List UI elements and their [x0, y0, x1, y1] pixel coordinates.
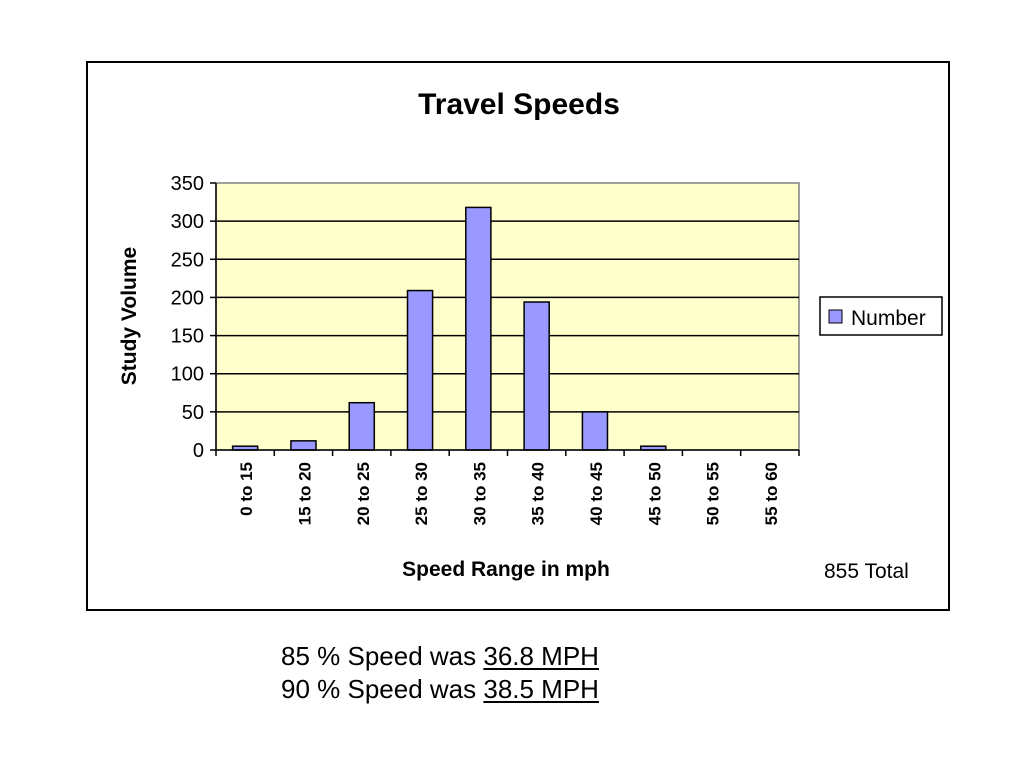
- x-tick-label: 25 to 30: [412, 462, 431, 525]
- x-tick-label: 20 to 25: [354, 462, 373, 525]
- speed-90-line: 90 % Speed was 38.5 MPH: [281, 674, 599, 705]
- axes: [210, 182, 800, 456]
- gridlines: [216, 220, 799, 413]
- bar: [465, 206, 492, 451]
- total-note: 855 Total: [824, 560, 909, 583]
- legend: Number: [819, 296, 943, 336]
- x-tick-label: 15 to 20: [295, 462, 314, 525]
- bar: [581, 411, 609, 451]
- bar: [523, 301, 550, 451]
- y-tick-label: 150: [171, 326, 204, 348]
- x-tick-label: 45 to 50: [645, 462, 664, 525]
- speed-85-line: 85 % Speed was 36.8 MPH: [281, 641, 599, 672]
- speed-90-prefix: 90 % Speed was: [281, 674, 484, 704]
- speed-90-value: 38.5 MPH: [483, 674, 599, 704]
- x-tick-label: 50 to 55: [704, 462, 723, 525]
- y-tick-label: 300: [171, 211, 204, 233]
- y-tick-label: 100: [171, 364, 204, 386]
- x-tick-label: 30 to 35: [470, 462, 489, 525]
- bar: [348, 401, 376, 451]
- chart: Travel Speeds 0 50 100 150 200 250 300 350 0 to…: [86, 61, 950, 611]
- y-tick-label: 0: [193, 440, 204, 462]
- plot-area: [215, 182, 800, 451]
- y-tick-labels: 0 50 100 150 200 250 300 350: [171, 173, 204, 462]
- x-axis-label: Speed Range in mph: [402, 558, 610, 581]
- x-tick-label: 40 to 45: [587, 462, 606, 525]
- y-tick-label: 200: [171, 287, 204, 309]
- bar: [406, 289, 434, 451]
- bars: [231, 206, 667, 451]
- bar: [290, 440, 317, 451]
- x-tick-label: 0 to 15: [237, 462, 256, 516]
- x-tick-label: 55 to 60: [762, 462, 781, 525]
- speed-85-prefix: 85 % Speed was: [281, 641, 484, 671]
- x-tick-label: 35 to 40: [529, 462, 548, 525]
- legend-swatch: [828, 309, 843, 324]
- y-tick-label: 50: [182, 402, 204, 424]
- y-axis-label: Study Volume: [118, 247, 141, 385]
- speed-85-value: 36.8 MPH: [483, 641, 599, 671]
- chart-title: Travel Speeds: [418, 88, 620, 121]
- y-tick-label: 350: [171, 173, 204, 195]
- x-tick-labels: 0 to 15 15 to 20 20 to 25 25 to 30 30 to 35 3…: [237, 462, 781, 525]
- y-tick-label: 250: [171, 249, 204, 271]
- legend-label: Number: [851, 307, 926, 330]
